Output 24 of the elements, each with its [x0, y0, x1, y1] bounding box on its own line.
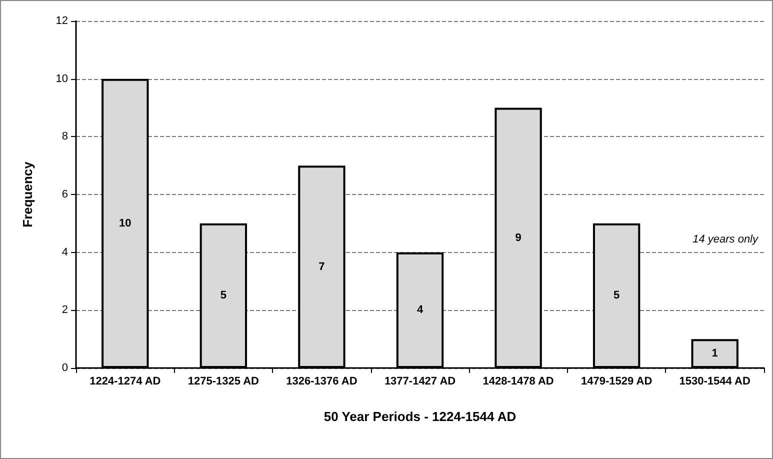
annotation: 14 years only: [692, 234, 760, 246]
x-tick-label: 1479-1529 AD: [581, 376, 652, 388]
data-label: 4: [416, 304, 424, 316]
data-label: 10: [119, 217, 132, 230]
data-label: 9: [515, 232, 522, 244]
y-axis-title: Frequency: [20, 160, 35, 228]
data-label: 7: [318, 260, 325, 273]
data-label: 5: [614, 290, 620, 302]
x-tick-label: 1326-1376 AD: [286, 376, 358, 388]
x-tick-label: 1377-1427 AD: [384, 376, 456, 388]
x-axis-title: 50 Year Periods - 1224-1544 AD: [324, 409, 516, 424]
x-tick-label: 1530-1544 AD: [679, 376, 750, 388]
data-label: 5: [220, 290, 226, 302]
y-tick-label: 12: [56, 15, 68, 27]
x-tick-label: 1275-1325 AD: [188, 376, 260, 388]
y-tick-label: 6: [62, 188, 68, 200]
y-tick-label: 2: [62, 304, 68, 316]
y-tick-label: 4: [62, 246, 68, 258]
data-label: 1: [712, 348, 718, 360]
y-tick-label: 0: [62, 362, 68, 374]
x-tick-label: 1428-1478 AD: [482, 376, 554, 388]
x-tick-label: 1224-1274 AD: [90, 376, 161, 388]
y-tick-label: 10: [56, 72, 68, 85]
y-tick-label: 8: [62, 130, 68, 143]
